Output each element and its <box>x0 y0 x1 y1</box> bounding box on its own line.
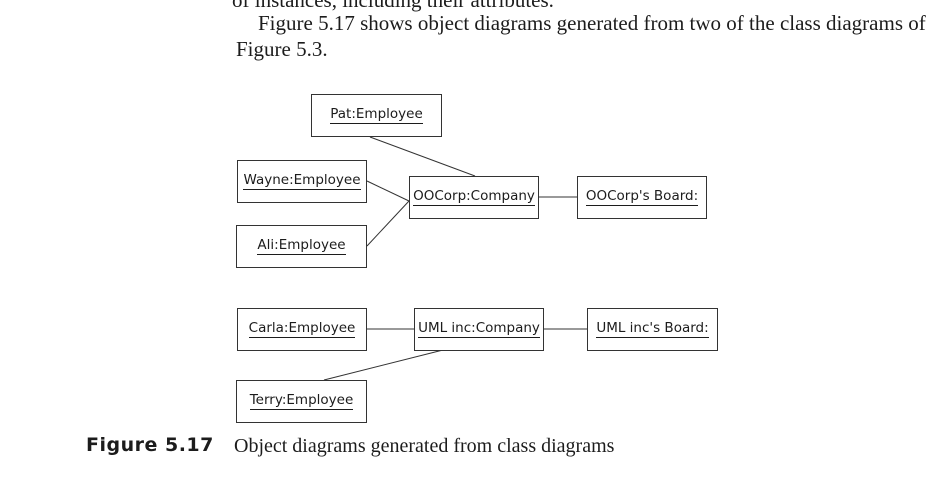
object-label: Terry:Employee <box>249 392 354 410</box>
link-wayne-oocorp <box>366 180 410 202</box>
object-terry-employee: Terry:Employee <box>236 380 367 423</box>
object-label: Pat:Employee <box>330 106 423 124</box>
body-paragraph: Figure 5.17 shows object diagrams genera… <box>236 11 926 61</box>
object-label: OOCorp:Company <box>413 188 535 206</box>
cut-off-text-line: of instances, including their attributes… <box>232 0 554 12</box>
object-wayne-employee: Wayne:Employee <box>237 160 367 203</box>
object-label: OOCorp's Board: <box>585 188 699 206</box>
object-label: Wayne:Employee <box>243 172 361 190</box>
object-label: UML inc's Board: <box>596 320 709 338</box>
object-umlinc-board: UML inc's Board: <box>587 308 718 351</box>
object-label: Ali:Employee <box>257 237 346 255</box>
object-label: UML inc:Company <box>418 320 540 338</box>
object-ali-employee: Ali:Employee <box>236 225 367 268</box>
object-pat-employee: Pat:Employee <box>311 94 442 137</box>
link-terry-umlinc <box>323 349 444 381</box>
link-pat-oocorp <box>369 136 476 177</box>
object-carla-employee: Carla:Employee <box>237 308 367 351</box>
figure-caption: Object diagrams generated from class dia… <box>234 435 615 457</box>
object-oocorp-company: OOCorp:Company <box>409 176 539 219</box>
link-ali-oocorp <box>366 200 410 247</box>
object-label: Carla:Employee <box>248 320 356 338</box>
figure-number: Figure 5.17 <box>86 434 214 456</box>
object-oocorp-board: OOCorp's Board: <box>577 176 707 219</box>
object-umlinc-company: UML inc:Company <box>414 308 544 351</box>
